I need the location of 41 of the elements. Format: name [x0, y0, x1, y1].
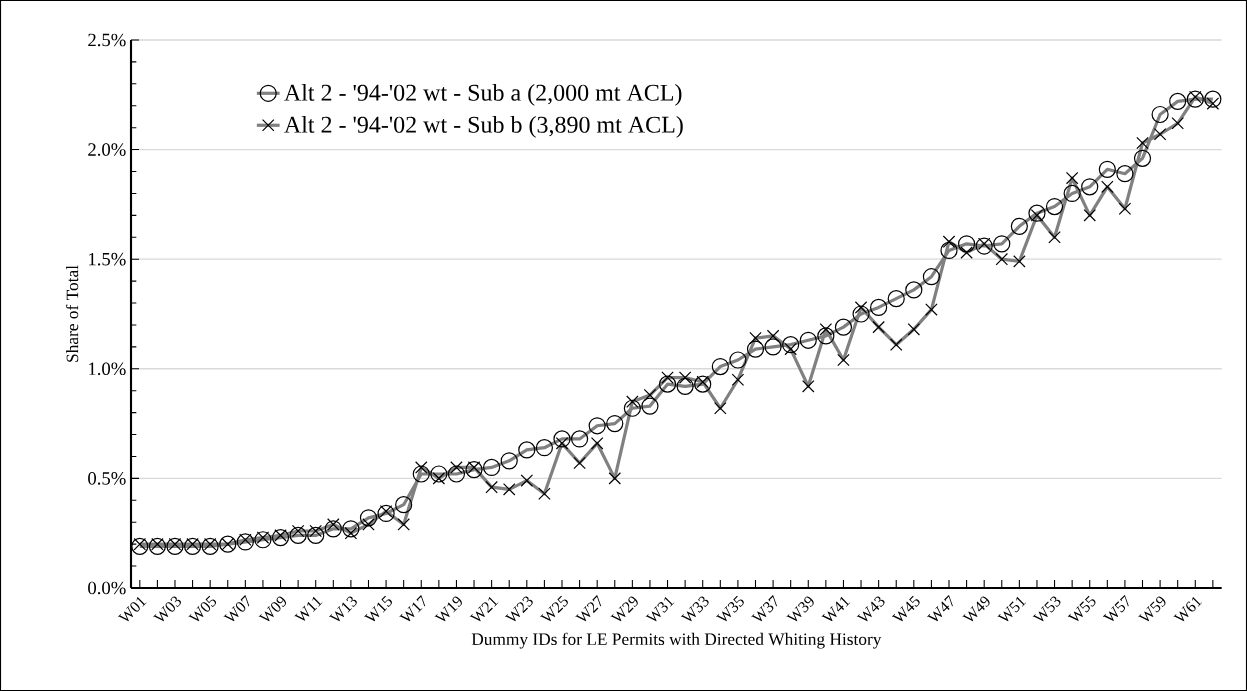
- y-tick-label: 1.5%: [89, 252, 126, 266]
- y-tick-label: 2.5%: [88, 33, 126, 47]
- x-tick-label: W35: [716, 595, 744, 622]
- x-tick-label: W57: [1102, 594, 1129, 622]
- x-tick-label: W51: [997, 596, 1027, 622]
- x-tick-label: W43: [856, 596, 885, 622]
- x-tick-label: W31: [645, 596, 675, 622]
- x-tick-label: W39: [786, 596, 814, 622]
- x-tick-label: W47: [927, 595, 953, 622]
- x-tick-label: W15: [364, 595, 392, 622]
- x-tick-label: W33: [680, 596, 709, 622]
- x-tick-label: W01: [117, 596, 147, 622]
- x-tick-label: W23: [504, 596, 533, 622]
- x-tick-label: W03: [153, 596, 181, 622]
- x-tick-label: W45: [891, 595, 920, 622]
- y-tick-label: 0.5%: [88, 472, 126, 485]
- x-tick-label: W49: [962, 596, 990, 622]
- x-tick-label: W55: [1067, 595, 1096, 622]
- x-tick-label: W21: [469, 596, 499, 622]
- x-tick-label: W53: [1032, 596, 1061, 622]
- x-tick-label: W07: [223, 595, 250, 622]
- x-tick-label: W59: [1138, 596, 1166, 622]
- x-tick-label: W09: [258, 596, 286, 622]
- x-tick-label: W61: [1173, 596, 1203, 622]
- legend-label: Alt 2 - '94-'02 wt - Sub b (3,890 mt ACL): [284, 115, 683, 138]
- x-tick-label: W11: [294, 596, 323, 621]
- x-tick-label: W17: [399, 595, 426, 622]
- x-tick-label: W37: [751, 595, 777, 622]
- x-tick-label: W19: [434, 596, 462, 622]
- x-tick-label: W13: [329, 596, 357, 622]
- legend-label: Alt 2 - '94-'02 wt - Sub a (2,000 mt ACL): [284, 83, 682, 106]
- y-tick-label: 1.0%: [89, 362, 126, 376]
- y-axis-title: Share of Total: [65, 265, 79, 362]
- x-tick-label: W29: [610, 596, 638, 622]
- y-tick-label: 2.0%: [88, 143, 126, 156]
- x-tick-label: W25: [540, 595, 568, 622]
- x-axis-title: Dummy IDs for LE Permits with Directed Whiting History: [471, 632, 882, 649]
- x-tick-label: W05: [188, 595, 217, 622]
- y-tick-label: 0.0%: [88, 581, 126, 595]
- x-tick-label: W41: [821, 596, 851, 622]
- x-tick-label: W27: [575, 595, 602, 622]
